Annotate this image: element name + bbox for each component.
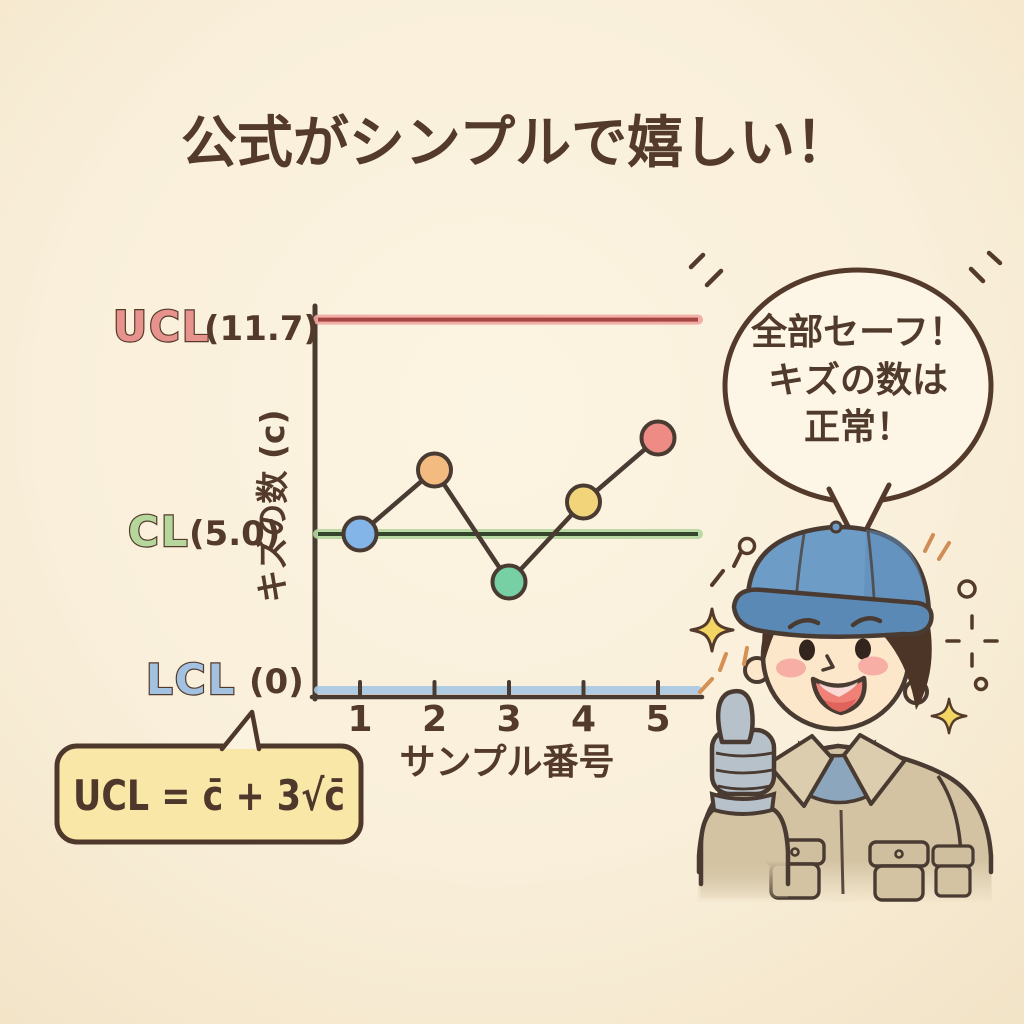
sparkle-cross [945,614,999,668]
glove-wrist [709,791,777,816]
teeth [819,682,858,697]
chest-pocket-right [868,840,930,902]
worker-head [731,520,934,732]
control-chart: 1 2 3 4 5 キズの数 (c) サンプル番号 UCL (11.7) CL (5.0… [112,301,705,783]
thumb-emphasis-dashes [698,646,749,694]
cap-shading [864,530,926,606]
sparkle-star-right [930,697,968,735]
blush-left [776,658,806,678]
sparkle-circle-3 [973,676,989,692]
sleeve [701,806,788,898]
glove-finger-lines [715,751,773,791]
data-point [565,483,602,521]
speech-line-2: キズの数は [768,359,948,401]
dashes-cap-left [710,550,743,587]
plot-area: 1 2 3 4 5 [313,314,703,740]
y-axis-label: キズの数 (c) [253,409,292,602]
x-tick-label: 1 [347,699,372,740]
arm-pocket [931,844,975,898]
x-tick-label: 5 [645,699,670,740]
collar-left [766,734,834,808]
thumbs-up-hand [698,646,777,816]
sparkles [689,533,999,735]
nose [821,654,835,672]
pocket-button-left [790,847,800,857]
x-axis-label: サンプル番号 [400,742,615,783]
shirt-placket [839,809,845,895]
blush-right [858,656,888,676]
formula-text: UCL = c̄ + 3√c̄ [73,771,345,820]
emphasis-dashes-right [968,250,1003,284]
emphasis-dashes-left [688,252,724,288]
page-title: 公式がシンプルで嬉しい！ [181,111,851,176]
lcl-value: (0) [249,662,304,702]
data-point [416,451,453,489]
formula-box [54,743,364,845]
formula-box-tail-outline [219,709,262,752]
lcl-label-group: LCL (0) [145,654,304,705]
cap-brim [731,587,934,639]
data-point [341,515,379,553]
speech-line-1: 全部セーフ！ [750,311,965,353]
ucl-label: UCL [113,302,211,351]
data-point [490,563,528,601]
sparkle-circle-1 [737,536,757,556]
eye-right [855,638,871,660]
glove-thumb [715,688,755,745]
worker-character [689,520,999,902]
cl-label: CL [128,507,190,556]
x-tick-label: 3 [496,699,521,740]
speech-line-3: 正常！ [804,407,912,448]
speech-bubble: 全部セーフ！ キズの数は 正常！ [688,250,1003,549]
cl-value: (5.0) [189,514,280,554]
x-tick-label: 4 [571,699,596,740]
formula-callout: UCL = c̄ + 3√c̄ [54,709,364,845]
ucl-label-group: UCL (11.7) [112,301,319,352]
collar-right [842,733,907,806]
dashes-cap-right [923,533,951,561]
cap-button [829,520,843,534]
tongue [824,699,856,712]
x-tick-label: 2 [422,699,447,740]
sparkle-star-left [689,607,735,653]
eye-left [799,639,815,661]
data-point [639,419,677,457]
cl-label-group: CL (5.0) [127,506,281,557]
speech-bubble-tail [828,483,890,546]
ucl-value: (11.7) [204,309,319,349]
eyebrows [787,616,883,630]
pocket-button-right [894,849,904,859]
lcl-label: LCL [146,655,236,704]
sparkle-circle-2 [957,579,977,599]
